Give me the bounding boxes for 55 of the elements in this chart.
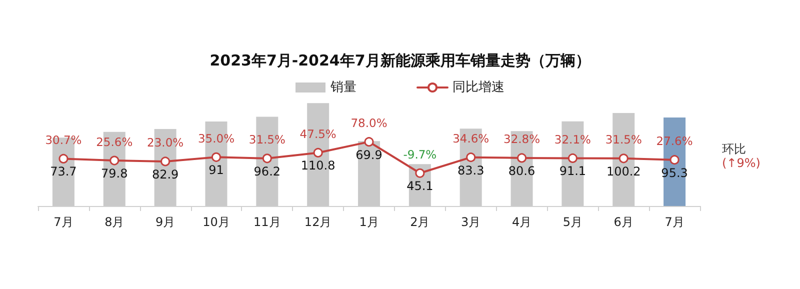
data-label: 78.0% <box>350 116 388 130</box>
data-label: 32.8% <box>503 132 540 146</box>
data-label: 73.7 <box>50 164 77 179</box>
point <box>466 152 476 162</box>
x-tick-label: 11月 <box>254 215 281 229</box>
data-label: 80.6 <box>508 164 536 178</box>
chart-title: 2023年7月-2024年7月新能源乘用车销量走势（万辆） <box>210 52 590 70</box>
legend-label: 同比增速 <box>452 80 504 95</box>
text: (↑9%) <box>722 156 760 170</box>
point <box>670 155 680 165</box>
data-label: 23.0% <box>147 136 184 150</box>
x-tick-label: 7月 <box>664 215 684 229</box>
data-label: 32.1% <box>554 132 592 146</box>
data-label: 110.8 <box>300 158 336 173</box>
point <box>517 153 527 163</box>
data-label: 31.5% <box>248 132 286 147</box>
point <box>58 154 68 164</box>
point <box>160 156 170 166</box>
point <box>364 137 374 147</box>
point <box>211 152 221 162</box>
data-label: -9.7% <box>403 147 437 162</box>
text: 环比 <box>722 142 746 156</box>
data-label: 35.0% <box>198 131 235 146</box>
point <box>110 156 120 166</box>
x-tick-label: 4月 <box>512 215 532 229</box>
data-label: 30.7% <box>45 132 82 147</box>
data-label: 69.9 <box>356 148 382 162</box>
point <box>568 153 578 163</box>
data-label: 47.5% <box>300 126 336 141</box>
data-label: 91 <box>208 163 224 178</box>
legend-label: 销量 <box>330 80 356 95</box>
x-tick-label: 12月 <box>304 215 332 229</box>
data-label: 82.9 <box>152 167 179 182</box>
x-tick-label: 5月 <box>562 215 583 229</box>
point <box>313 148 323 158</box>
data-label: 45.1 <box>406 179 434 194</box>
data-label: 96.2 <box>254 164 281 178</box>
x-tick-label: 6月 <box>614 215 634 229</box>
x-tick-label: 7月 <box>54 215 74 229</box>
data-label: 34.6% <box>452 132 490 146</box>
point <box>262 154 272 164</box>
data-label: 83.3 <box>457 163 484 178</box>
x-tick-label: 1月 <box>359 215 379 229</box>
data-label: 25.6% <box>96 134 133 149</box>
x-tick-label: 2月 <box>410 215 430 229</box>
x-tick-label: 10月 <box>202 215 230 229</box>
data-label: 31.5% <box>605 132 642 147</box>
data-label: 100.2 <box>606 164 641 178</box>
data-label: 91.1 <box>559 164 586 178</box>
point <box>618 154 628 164</box>
data-label: 79.8 <box>101 166 128 181</box>
x-tick-label: 8月 <box>104 215 124 229</box>
x-tick-label: 9月 <box>155 215 176 229</box>
point <box>415 168 425 178</box>
x-tick-label: 3月 <box>461 215 481 229</box>
